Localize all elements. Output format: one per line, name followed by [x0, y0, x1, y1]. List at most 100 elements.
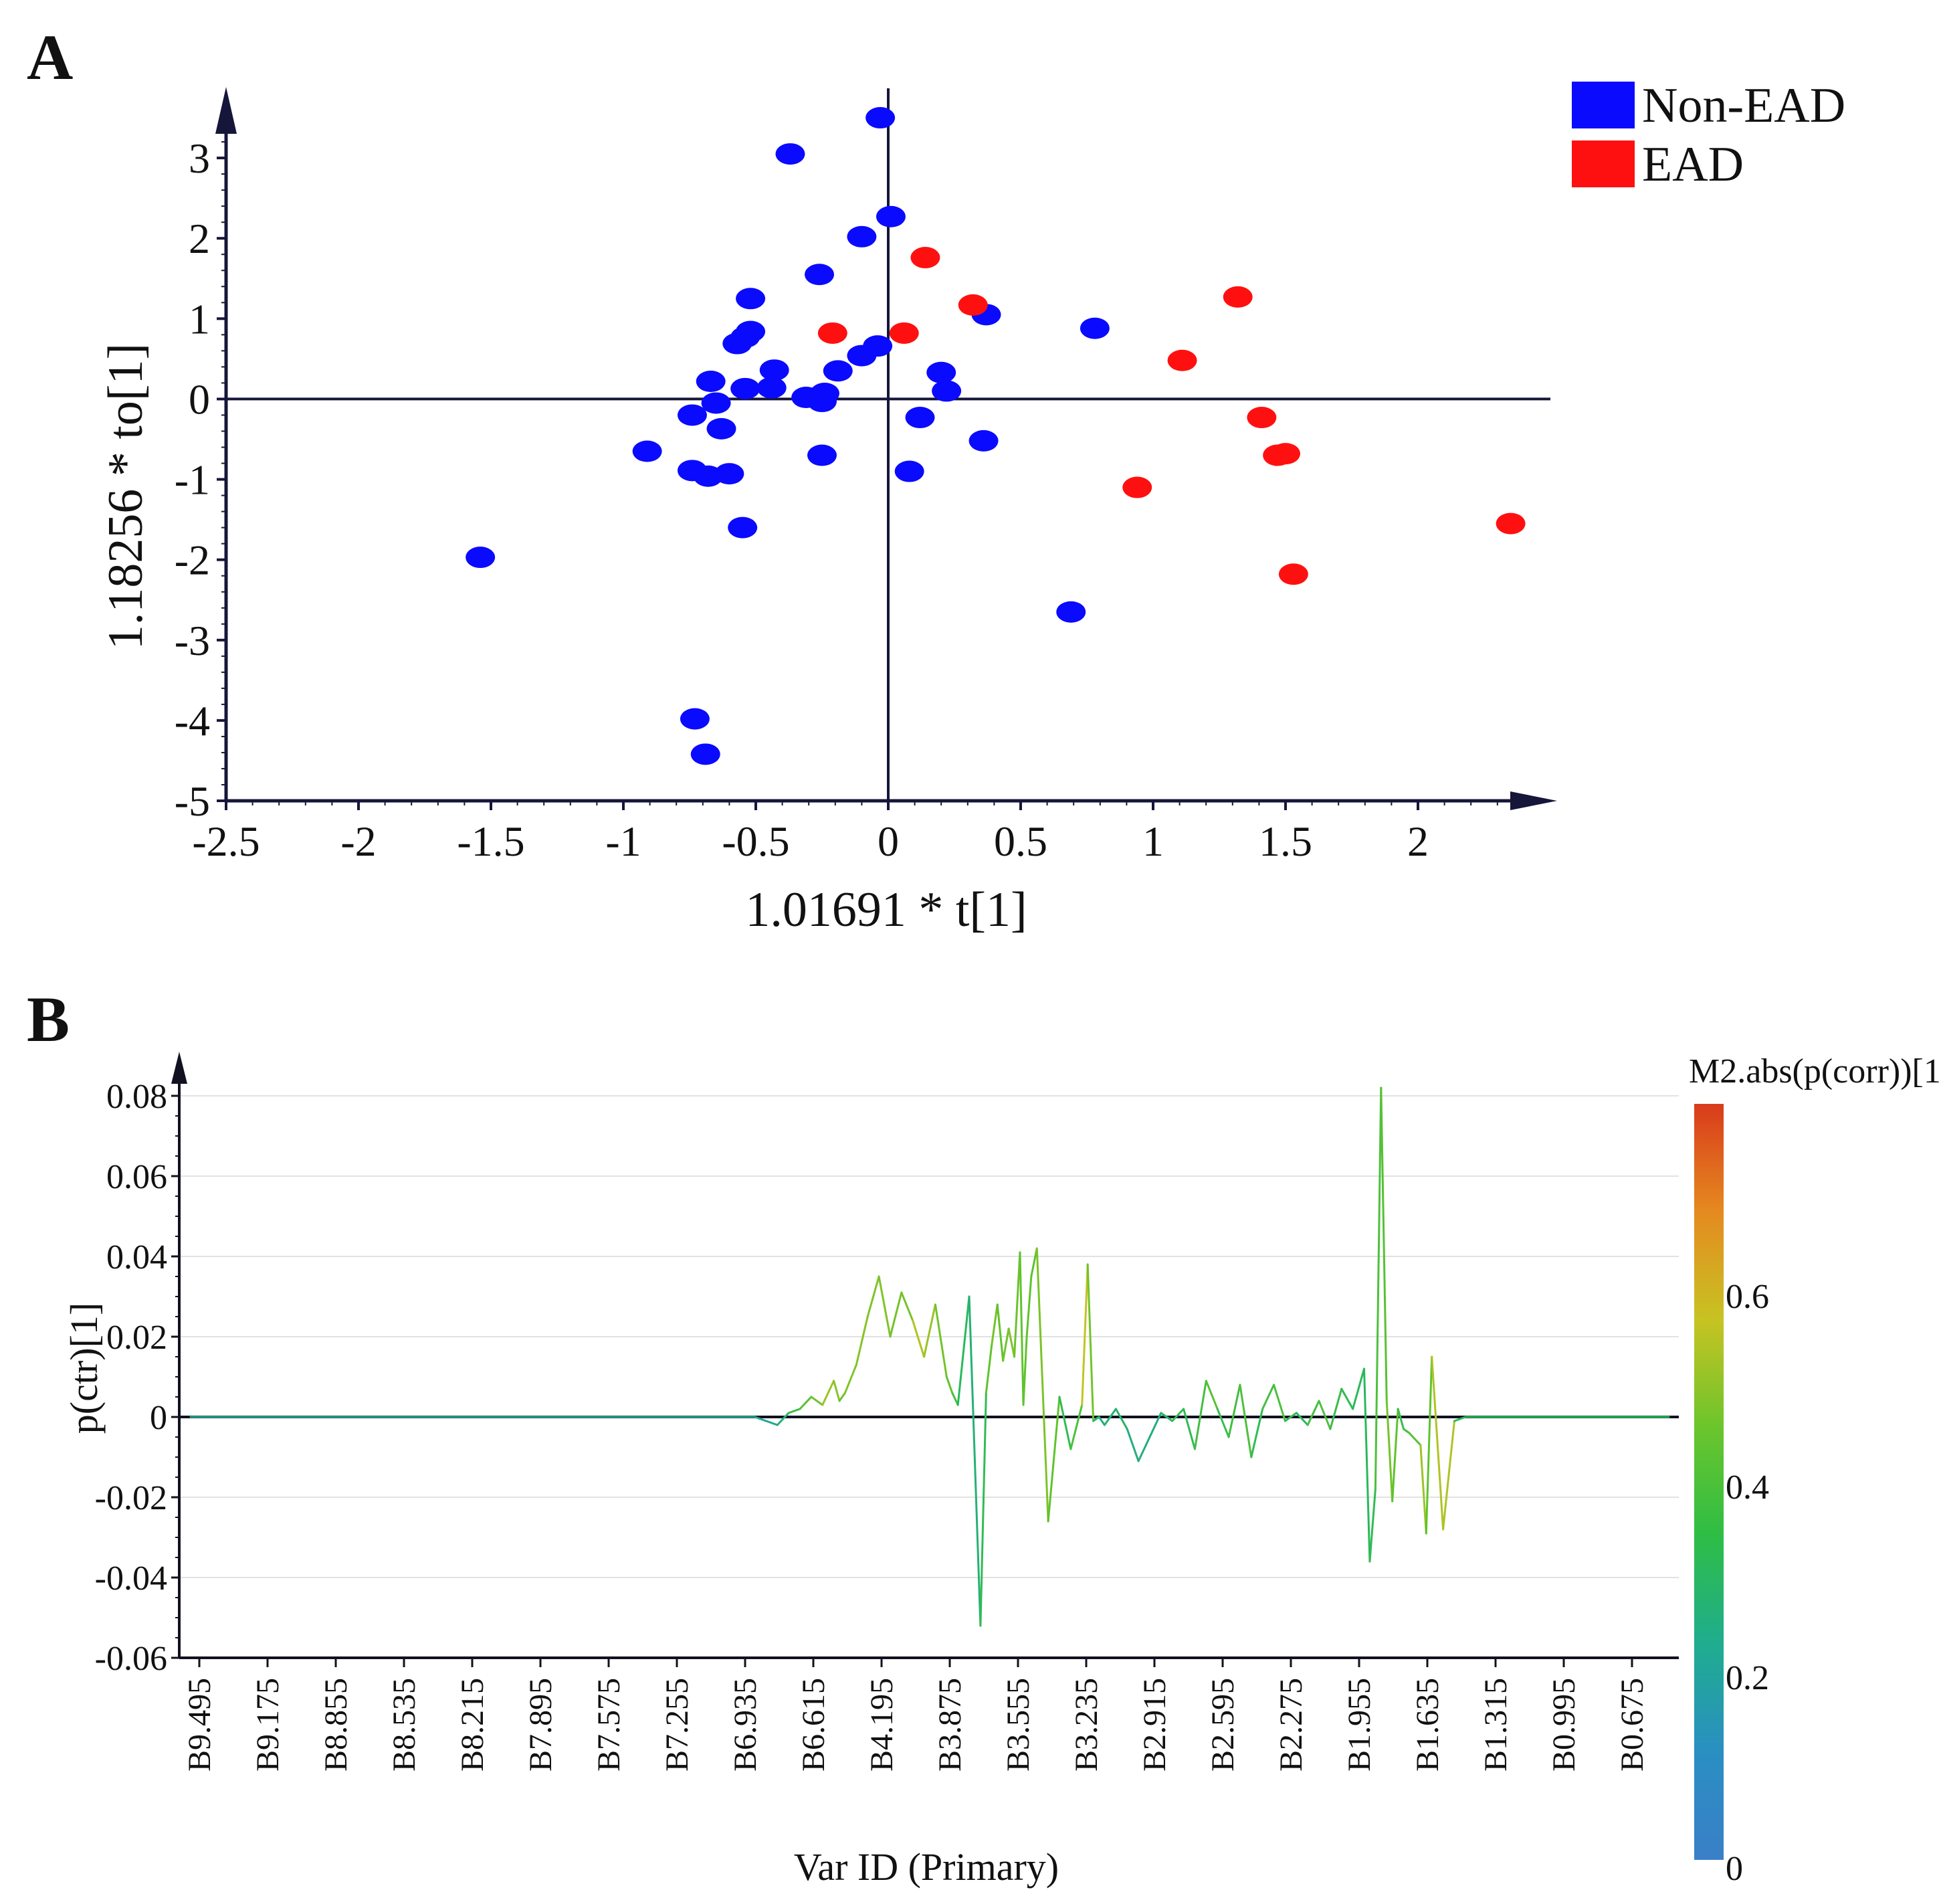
y-tick-label: 0	[150, 1399, 167, 1437]
loading-segment	[1261, 1384, 1275, 1410]
panel-a-ticks: -2.5 -2 -1.5 -1 -0.5 0 0.5 1 1.5 2 3 2 1 0 -1 -2 -3 -4 -5	[175, 125, 1498, 865]
loading-segment	[1340, 1388, 1354, 1410]
y-tick-label: -4	[175, 697, 210, 745]
x-tick-label: B1.955	[1342, 1678, 1377, 1772]
loading-segment	[1019, 1251, 1025, 1406]
loading-segment	[799, 1396, 813, 1410]
x-tick-label: B3.555	[1001, 1678, 1036, 1772]
y-axis-arrow	[215, 87, 237, 134]
loading-segment	[1081, 1263, 1089, 1406]
loading-segment	[968, 1295, 982, 1627]
x-tick-label: B7.575	[591, 1678, 627, 1772]
loading-segment	[1250, 1408, 1264, 1458]
non-ead-point	[823, 360, 853, 382]
y-tick-label: 0	[189, 375, 210, 423]
loading-segment	[934, 1303, 948, 1378]
loading-segment	[900, 1291, 914, 1322]
x-tick-label: B2.595	[1205, 1678, 1241, 1772]
loading-segment	[923, 1303, 936, 1358]
x-tick-label: B2.275	[1273, 1678, 1309, 1772]
loading-segment	[1352, 1367, 1366, 1410]
y-tick-label: 1	[189, 295, 210, 343]
loading-segment	[996, 1303, 1005, 1362]
non-ead-point	[680, 708, 710, 730]
colorbar-title: M2.abs(p(corr))[1]	[1689, 1052, 1941, 1090]
non-ead-point	[932, 380, 962, 402]
legend-label-ead: EAD	[1642, 137, 1744, 192]
loading-segment	[843, 1363, 857, 1394]
panel-a-scatter-plot: -2.5 -2 -1.5 -1 -0.5 0 0.5 1 1.5 23210-1-2-3-4-5 …	[98, 87, 1557, 937]
ead-point	[1271, 443, 1300, 465]
x-tick-label: -1.5	[457, 818, 524, 865]
x-tick-label: 0.5	[994, 818, 1047, 865]
non-ead-point	[722, 332, 752, 355]
non-ead-point	[756, 377, 787, 399]
x-tick-label: B9.175	[250, 1678, 286, 1772]
ead-point	[1247, 407, 1277, 429]
non-ead-point	[865, 107, 896, 129]
x-tick-label: B8.215	[455, 1678, 490, 1772]
non-ead-point	[632, 440, 662, 462]
non-ead-point	[805, 264, 835, 286]
x-tick-label: B7.255	[659, 1678, 695, 1772]
x-tick-label: B4.195	[864, 1678, 900, 1772]
non-ead-point	[730, 377, 760, 399]
panel-a-x-axis-label: 1.01691 * t[1]	[745, 882, 1027, 937]
loading-segment	[1363, 1367, 1371, 1563]
x-tick-label: B0.675	[1615, 1678, 1650, 1772]
x-tick-label: B3.875	[932, 1678, 968, 1772]
y-tick-label: -0.04	[95, 1559, 167, 1598]
x-tick-label: -2.5	[192, 818, 260, 865]
loading-segment	[1368, 1488, 1376, 1563]
loading-segment	[945, 1375, 954, 1394]
loading-segment	[1397, 1408, 1405, 1430]
y-tick-label: 2	[189, 215, 210, 262]
loading-segment	[1002, 1327, 1010, 1362]
colorbar-tick-0-4: 0.4	[1726, 1468, 1769, 1507]
non-ead-point	[690, 743, 720, 765]
non-ead-point	[807, 391, 837, 413]
non-ead-point	[968, 430, 999, 452]
colorbar-tick-0: 0	[1726, 1850, 1743, 1888]
legend-label-non-ead: Non-EAD	[1642, 78, 1845, 133]
panel-b-y-axis-label: p(ctr)[1]	[62, 1303, 106, 1434]
loading-segment	[1239, 1384, 1253, 1458]
loading-segment	[1295, 1412, 1309, 1426]
loading-segment	[1453, 1416, 1467, 1422]
loading-segment	[1103, 1408, 1117, 1426]
non-ead-point	[466, 547, 496, 569]
ead-point	[958, 294, 988, 316]
non-ead-point	[775, 143, 805, 165]
loading-segment	[991, 1303, 999, 1346]
ead-point	[910, 247, 940, 269]
loading-segment	[1380, 1086, 1388, 1402]
loading-segment	[1227, 1384, 1241, 1438]
x-tick-label: B9.495	[182, 1678, 217, 1772]
loading-segment	[1442, 1420, 1455, 1531]
ead-point	[817, 322, 847, 344]
ead-point	[1496, 512, 1526, 535]
ead-point	[1223, 286, 1253, 308]
x-tick-label: B7.895	[523, 1678, 558, 1772]
legend-swatch-ead	[1572, 140, 1635, 187]
x-tick-label: -2	[340, 818, 376, 865]
non-ead-point	[706, 417, 736, 440]
x-tick-label: B6.935	[728, 1678, 763, 1772]
loading-segment	[838, 1392, 846, 1402]
non-ead-point	[736, 288, 766, 310]
panel-b-loading-plot: 0.08 0.06 0.04 0.02 0 -0.02 -0.04 -0.06 B9.495 B9…	[62, 1052, 1679, 1889]
y-tick-label: -0.02	[95, 1479, 167, 1517]
non-ead-point	[807, 444, 837, 466]
y-tick-label: -5	[175, 777, 210, 825]
panel-a-axes	[215, 87, 1557, 810]
loading-segment	[956, 1295, 970, 1406]
loading-segment	[1408, 1432, 1422, 1446]
loading-segment	[855, 1315, 869, 1366]
x-tick-label: B1.635	[1410, 1678, 1445, 1772]
loading-segment	[1171, 1408, 1185, 1422]
ead-point	[889, 322, 919, 344]
loading-segment	[951, 1392, 959, 1406]
loading-segment	[1419, 1444, 1427, 1535]
x-tick-label: 2	[1407, 818, 1429, 865]
non-ead-point	[677, 404, 707, 426]
